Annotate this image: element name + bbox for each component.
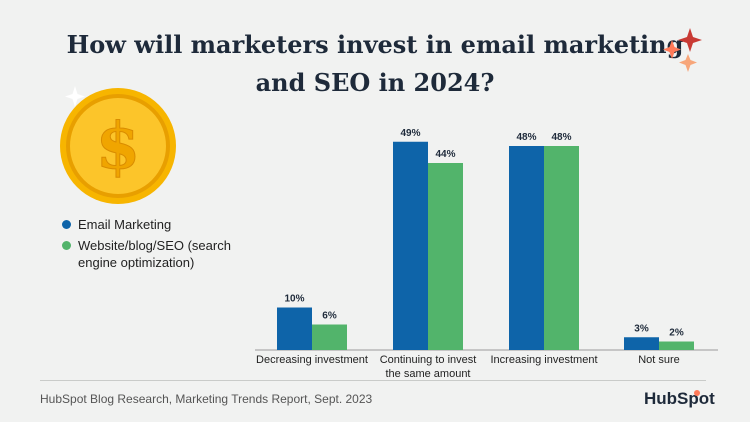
bar-email-not-sure	[624, 337, 659, 350]
tick-label-increasing-investment: Increasing investment	[491, 354, 598, 366]
sparkle-icon	[663, 28, 702, 72]
data-label-seo-not-sure: 2%	[669, 328, 684, 339]
chart-title-line-2: and SEO in 2024?	[255, 68, 495, 97]
legend-label-seo-line-1: Website/blog/SEO (search	[78, 238, 231, 253]
legend-swatch-seo	[62, 241, 71, 250]
data-label-seo-increasing-investment: 48%	[551, 132, 571, 143]
bar-seo-continuing-to-invest-the-same-amount	[428, 163, 463, 350]
bar-email-decreasing-investment	[277, 307, 312, 350]
bar-seo-increasing-investment	[544, 146, 579, 350]
legend-label-email: Email Marketing	[78, 217, 172, 232]
legend-swatch-email	[62, 220, 71, 229]
footer-divider	[40, 380, 706, 381]
bar-email-continuing-to-invest-the-same-amount	[393, 141, 428, 350]
hubspot-logo-icon: HubSpot	[644, 389, 715, 408]
bar-email-increasing-investment	[509, 146, 544, 350]
bar-seo-decreasing-investment	[312, 324, 347, 350]
data-label-email-not-sure: 3%	[634, 323, 649, 334]
coin-shine-icon	[65, 86, 85, 107]
chart-title: How will marketers invest in email marke…	[0, 26, 750, 102]
data-label-seo-decreasing-investment: 6%	[322, 311, 337, 322]
dollar-coin-icon: $	[60, 86, 176, 204]
data-label-seo-continuing-to-invest-the-same-amount: 44%	[435, 149, 455, 160]
data-label-email-increasing-investment: 48%	[516, 132, 536, 143]
tick-label-not-sure: Not sure	[638, 354, 680, 366]
data-label-email-continuing-to-invest-the-same-amount: 49%	[400, 128, 420, 139]
tick-label-continuing-to-invest-the-same-amount: Continuing to invest	[380, 354, 477, 366]
source-note: HubSpot Blog Research, Marketing Trends …	[40, 392, 373, 406]
legend-item-email: Email Marketing	[62, 216, 268, 233]
hubspot-logo-dot	[694, 390, 700, 396]
chart-legend: Email Marketing Website/blog/SEO (search…	[62, 216, 268, 275]
tick-label-continuing-to-invest-the-same-amount-line-2: the same amount	[386, 368, 471, 380]
data-label-email-decreasing-investment: 10%	[284, 294, 304, 305]
legend-item-seo: Website/blog/SEO (search engine optimiza…	[62, 237, 268, 271]
coin-dollar-symbol: $	[96, 109, 141, 184]
legend-label-seo-line-2: engine optimization)	[78, 255, 195, 270]
bar-seo-not-sure	[659, 341, 694, 350]
chart-title-line-1: How will marketers invest in email marke…	[66, 30, 684, 59]
tick-label-decreasing-investment: Decreasing investment	[256, 354, 368, 366]
